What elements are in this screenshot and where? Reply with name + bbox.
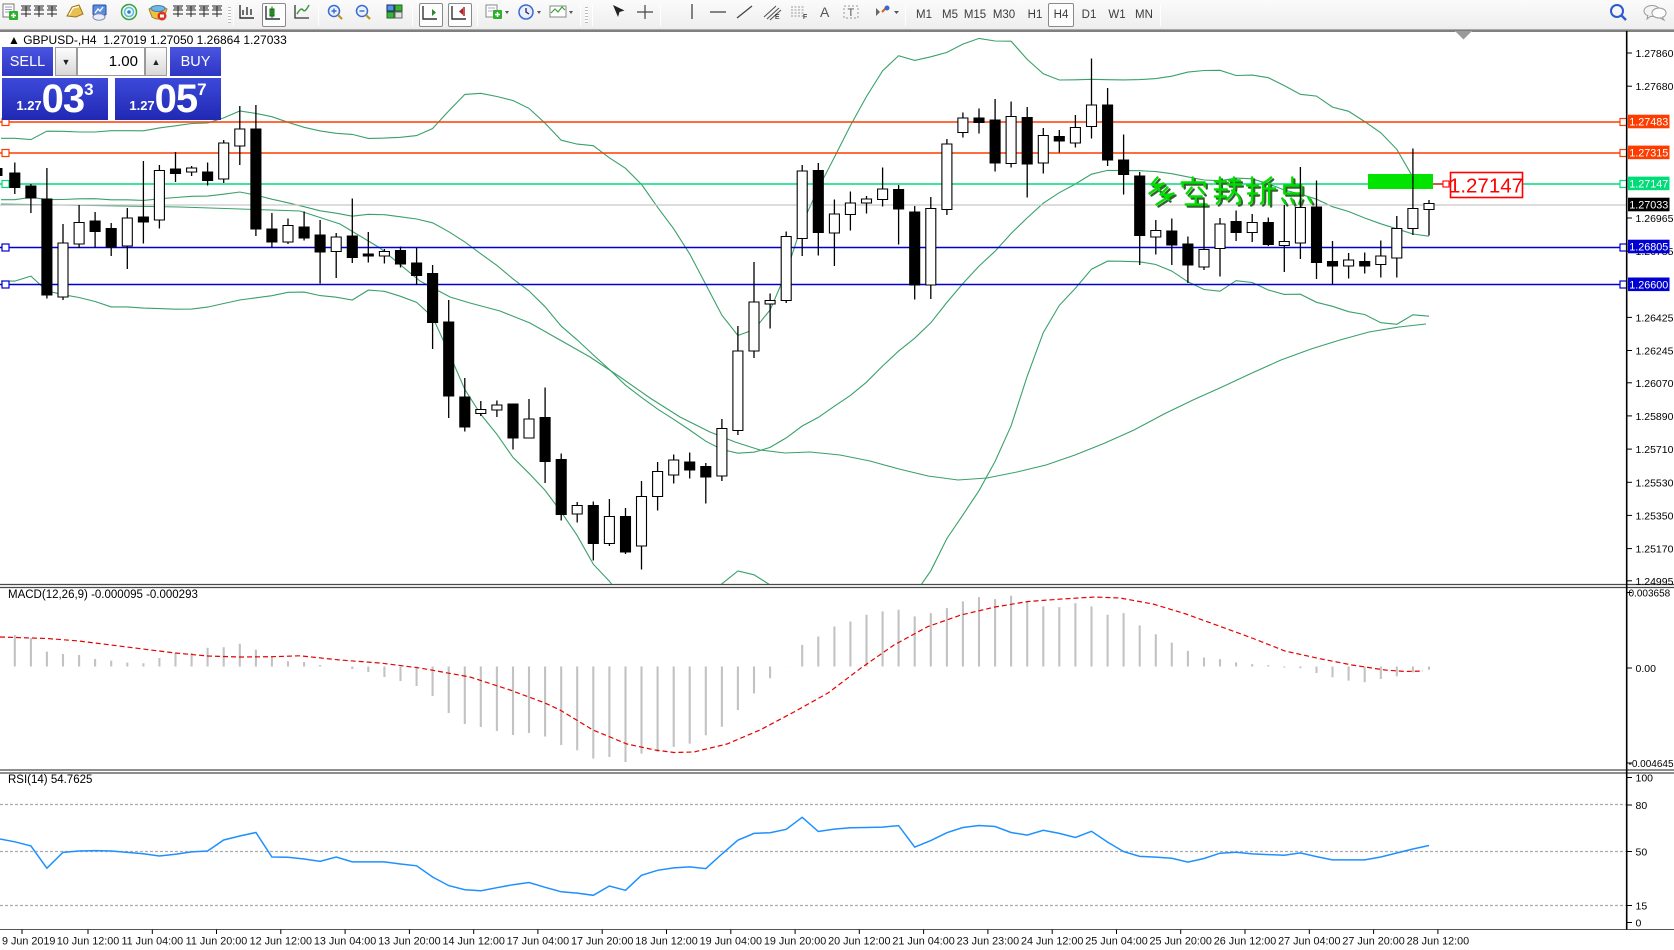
svg-text:26 Jun 12:00: 26 Jun 12:00	[1214, 936, 1276, 948]
svg-text:1.25170: 1.25170	[1636, 544, 1674, 556]
svg-text:1.26805: 1.26805	[1629, 242, 1668, 254]
svg-text:17 Jun 04:00: 17 Jun 04:00	[507, 936, 569, 948]
svg-text:1.27033: 1.27033	[1629, 200, 1668, 212]
svg-text:1.25530: 1.25530	[1636, 477, 1674, 489]
svg-text:80: 80	[1636, 800, 1648, 812]
svg-text:-0.004645: -0.004645	[1629, 759, 1674, 770]
svg-text:1.24995: 1.24995	[1636, 576, 1674, 588]
svg-text:24 Jun 12:00: 24 Jun 12:00	[1021, 936, 1083, 948]
svg-text:50: 50	[1636, 847, 1648, 859]
svg-text:20 Jun 12:00: 20 Jun 12:00	[828, 936, 890, 948]
svg-text:1.26600: 1.26600	[1629, 279, 1668, 291]
svg-text:1.26425: 1.26425	[1636, 312, 1674, 324]
svg-text:17 Jun 20:00: 17 Jun 20:00	[571, 936, 633, 948]
svg-text:25 Jun 20:00: 25 Jun 20:00	[1149, 936, 1211, 948]
svg-text:1.26965: 1.26965	[1636, 213, 1674, 225]
svg-text:1.27860: 1.27860	[1636, 48, 1674, 60]
svg-text:MACD(12,26,9) -0.000095 -0.000: MACD(12,26,9) -0.000095 -0.000293	[8, 589, 198, 601]
svg-text:A: A	[820, 4, 830, 20]
svg-text:11 Jun 20:00: 11 Jun 20:00	[186, 936, 248, 948]
svg-text:13 Jun 04:00: 13 Jun 04:00	[314, 936, 376, 948]
svg-text:1.25710: 1.25710	[1636, 444, 1674, 456]
svg-text:0.003658: 0.003658	[1629, 589, 1671, 600]
svg-text:0: 0	[1636, 918, 1642, 930]
svg-text:1.27147: 1.27147	[1629, 178, 1668, 190]
svg-text:21 Jun 04:00: 21 Jun 04:00	[892, 936, 954, 948]
svg-text:12 Jun 12:00: 12 Jun 12:00	[250, 936, 312, 948]
svg-text:1.26070: 1.26070	[1636, 378, 1674, 390]
svg-text:9 Jun 2019: 9 Jun 2019	[2, 936, 55, 948]
svg-text:23 Jun 23:00: 23 Jun 23:00	[957, 936, 1019, 948]
svg-text:19 Jun 20:00: 19 Jun 20:00	[764, 936, 826, 948]
svg-text:100: 100	[1636, 773, 1654, 785]
svg-text:1.25350: 1.25350	[1636, 510, 1674, 522]
svg-text:18 Jun 12:00: 18 Jun 12:00	[635, 936, 697, 948]
svg-text:1.27315: 1.27315	[1629, 147, 1668, 159]
svg-text:T: T	[848, 7, 855, 19]
svg-text:1.27147: 1.27147	[1449, 175, 1523, 198]
svg-text:1.26245: 1.26245	[1636, 346, 1674, 358]
svg-text:19 Jun 04:00: 19 Jun 04:00	[700, 936, 762, 948]
svg-text:RSI(14) 54.7625: RSI(14) 54.7625	[8, 774, 92, 786]
svg-text:27 Jun 20:00: 27 Jun 20:00	[1342, 936, 1404, 948]
svg-text:F: F	[803, 14, 807, 21]
svg-text:14 Jun 12:00: 14 Jun 12:00	[442, 936, 504, 948]
svg-text:10 Jun 12:00: 10 Jun 12:00	[57, 936, 119, 948]
svg-text:0.00: 0.00	[1636, 663, 1657, 675]
svg-text:E: E	[775, 14, 780, 21]
svg-text:1.27483: 1.27483	[1629, 117, 1668, 129]
svg-text:1.27680: 1.27680	[1636, 81, 1674, 93]
svg-text:11 Jun 04:00: 11 Jun 04:00	[121, 936, 183, 948]
svg-text:1.25890: 1.25890	[1636, 411, 1674, 423]
svg-text:25 Jun 04:00: 25 Jun 04:00	[1085, 936, 1147, 948]
svg-text:27 Jun 04:00: 27 Jun 04:00	[1278, 936, 1340, 948]
svg-text:15: 15	[1636, 901, 1648, 913]
svg-text:28 Jun 12:00: 28 Jun 12:00	[1407, 936, 1469, 948]
svg-text:13 Jun 20:00: 13 Jun 20:00	[378, 936, 440, 948]
